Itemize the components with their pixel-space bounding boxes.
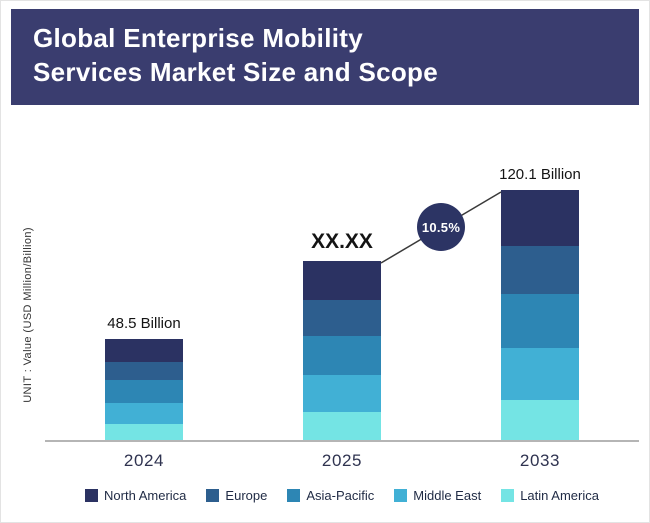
- legend-label-latin-america: Latin America: [520, 487, 599, 503]
- segment-middle-east-2024: [105, 403, 183, 424]
- legend-swatch-latin-america: [501, 488, 515, 502]
- bar-value-label-2024: 48.5 Billion: [107, 314, 181, 332]
- legend-swatch-asia-pacific: [287, 488, 301, 502]
- segment-asia-pacific-2033: [501, 293, 579, 349]
- segment-latin-america-2025: [303, 411, 381, 440]
- cagr-badge: 10.5%: [417, 203, 465, 252]
- bar-value-label-2025: XX.XX: [311, 229, 373, 253]
- legend-swatch-north-america: [85, 488, 99, 502]
- segment-asia-pacific-2024: [105, 380, 183, 404]
- x-axis-label-2033: 2033: [519, 450, 561, 470]
- legend-item-asia-pacific: Asia-Pacific: [287, 488, 374, 503]
- chart-header: Global Enterprise Mobility Services Mark…: [11, 9, 639, 105]
- legend-label-middle-east: Middle East: [413, 487, 482, 503]
- segment-north-america-2024: [105, 338, 183, 362]
- legend-item-middle-east: Middle East: [394, 488, 481, 503]
- segment-north-america-2025: [303, 260, 381, 301]
- segment-latin-america-2024: [105, 423, 183, 440]
- bar-column-2024: 48.5 Billion: [45, 315, 243, 440]
- stacked-bar-2024: [105, 338, 183, 440]
- legend-item-europe: Europe: [206, 488, 267, 503]
- chart-title-line1: Global Enterprise Mobility: [33, 23, 363, 53]
- segment-europe-2024: [105, 361, 183, 381]
- segment-middle-east-2025: [303, 375, 381, 412]
- bar-value-label-2033: 120.1 Billion: [499, 165, 581, 183]
- legend-item-north-america: North America: [85, 488, 186, 503]
- segment-asia-pacific-2025: [303, 335, 381, 376]
- stacked-bar-2025: [303, 260, 381, 440]
- plot-area: 48.5 Billion XX.XX 120.1 Billion 10.5% 202…: [45, 127, 639, 503]
- bar-column-2025: XX.XX: [243, 230, 441, 440]
- legend-label-asia-pacific: Asia-Pacific: [306, 487, 375, 503]
- legend-label-north-america: North America: [104, 487, 187, 503]
- segment-north-america-2033: [501, 189, 579, 247]
- chart-title-line2: Services Market Size and Scope: [33, 56, 438, 87]
- bar-column-2033: 120.1 Billion: [441, 166, 639, 440]
- x-axis-label-2025: 2025: [321, 450, 363, 470]
- chart-area: UNIT : Value (USD Million/Billion) 48.5 …: [11, 127, 639, 503]
- y-axis-label-column: UNIT : Value (USD Million/Billion): [11, 127, 45, 503]
- legend-swatch-europe: [206, 488, 220, 502]
- x-axis-label-2024: 2024: [123, 450, 165, 470]
- stacked-bar-2033: [501, 189, 579, 440]
- segment-europe-2025: [303, 300, 381, 336]
- bars-container: 48.5 Billion XX.XX 120.1 Billion: [45, 127, 639, 442]
- legend-label-europe: Europe: [225, 487, 268, 503]
- segment-latin-america-2033: [501, 400, 579, 440]
- x-axis-labels: 2024 2025 2033: [45, 442, 639, 471]
- segment-middle-east-2033: [501, 348, 579, 401]
- legend: North America Europe Asia-Pacific Middle Ea…: [45, 488, 639, 503]
- legend-swatch-middle-east: [394, 488, 408, 502]
- y-axis-label: UNIT : Value (USD Million/Billion): [22, 226, 34, 403]
- legend-item-latin-america: Latin America: [501, 488, 599, 503]
- segment-europe-2033: [501, 246, 579, 294]
